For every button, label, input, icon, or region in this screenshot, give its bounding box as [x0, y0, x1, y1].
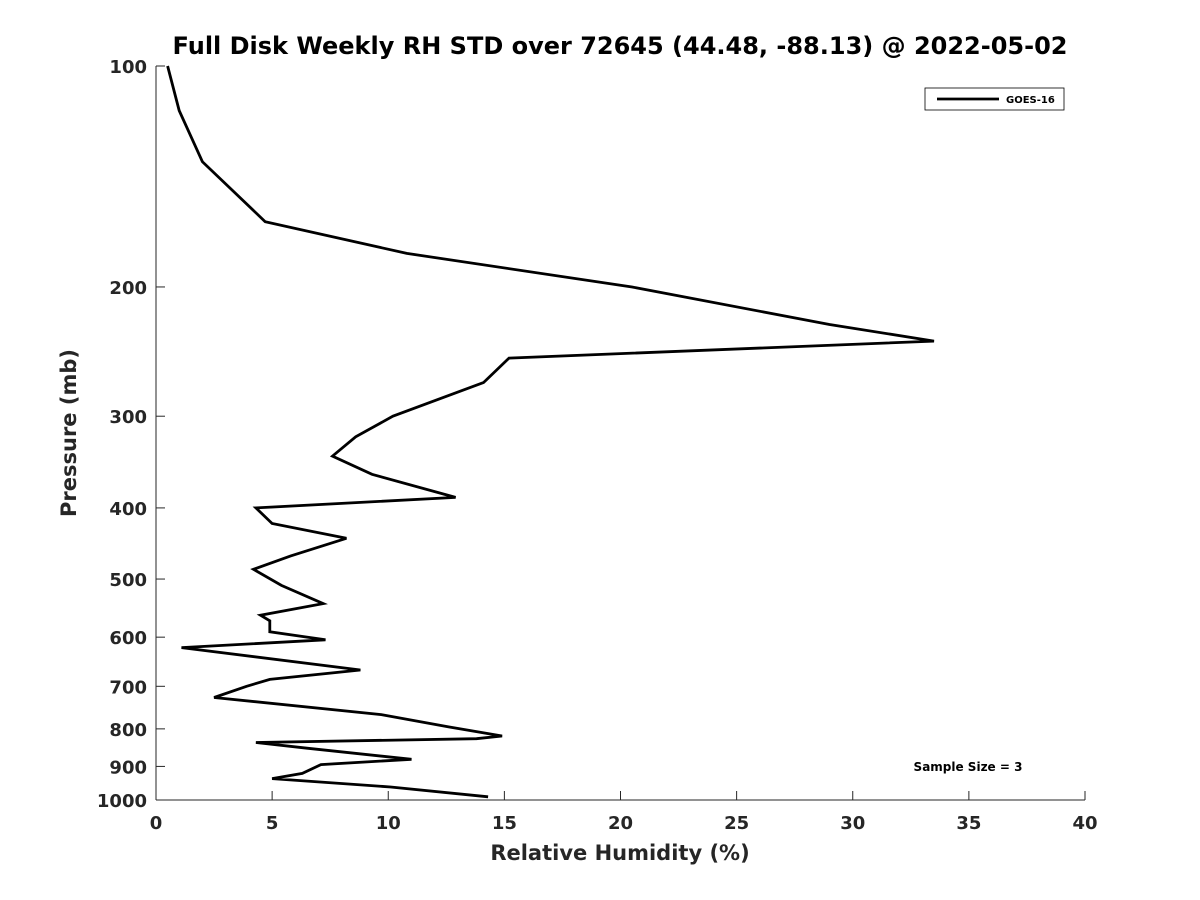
y-tick-label: 800 — [109, 720, 147, 741]
y-tick-label: 300 — [109, 407, 147, 428]
y-tick-label: 600 — [109, 628, 147, 649]
axes-layer — [155, 66, 1085, 801]
y-tick-label: 100 — [109, 57, 147, 78]
x-tick-label: 15 — [492, 813, 517, 834]
x-tick-label: 40 — [1072, 813, 1097, 834]
x-tick-label: 25 — [724, 813, 749, 834]
y-tick-label: 400 — [109, 499, 147, 520]
legend: GOES-16 — [924, 87, 1065, 111]
y-axis-label: Pressure (mb) — [57, 349, 81, 517]
lines-layer — [166, 65, 935, 799]
x-tick-label: 35 — [956, 813, 981, 834]
legend-label-goes-16: GOES-16 — [1006, 95, 1055, 106]
ticks-layer: 0 5 10 15 20 25 30 35 40 100 200 300 400 500 600 700 800… — [97, 57, 1098, 834]
series-line-goes-16 — [166, 65, 935, 799]
y-tick-label: 1000 — [97, 791, 147, 812]
x-tick-label: 10 — [376, 813, 401, 834]
x-axis-label: Relative Humidity (%) — [490, 841, 749, 865]
plot-area — [156, 66, 1085, 800]
y-tick-label: 500 — [109, 570, 147, 591]
y-tick-label: 900 — [109, 757, 147, 778]
x-tick-label: 20 — [608, 813, 633, 834]
x-tick-label: 30 — [840, 813, 865, 834]
sample-size-annotation: Sample Size = 3 — [914, 760, 1023, 774]
x-tick-label: 5 — [266, 813, 279, 834]
chart-title: Full Disk Weekly RH STD over 72645 (44.4… — [173, 32, 1068, 60]
x-tick-label: 0 — [150, 813, 163, 834]
y-tick-label: 700 — [109, 677, 147, 698]
y-tick-label: 200 — [109, 278, 147, 299]
